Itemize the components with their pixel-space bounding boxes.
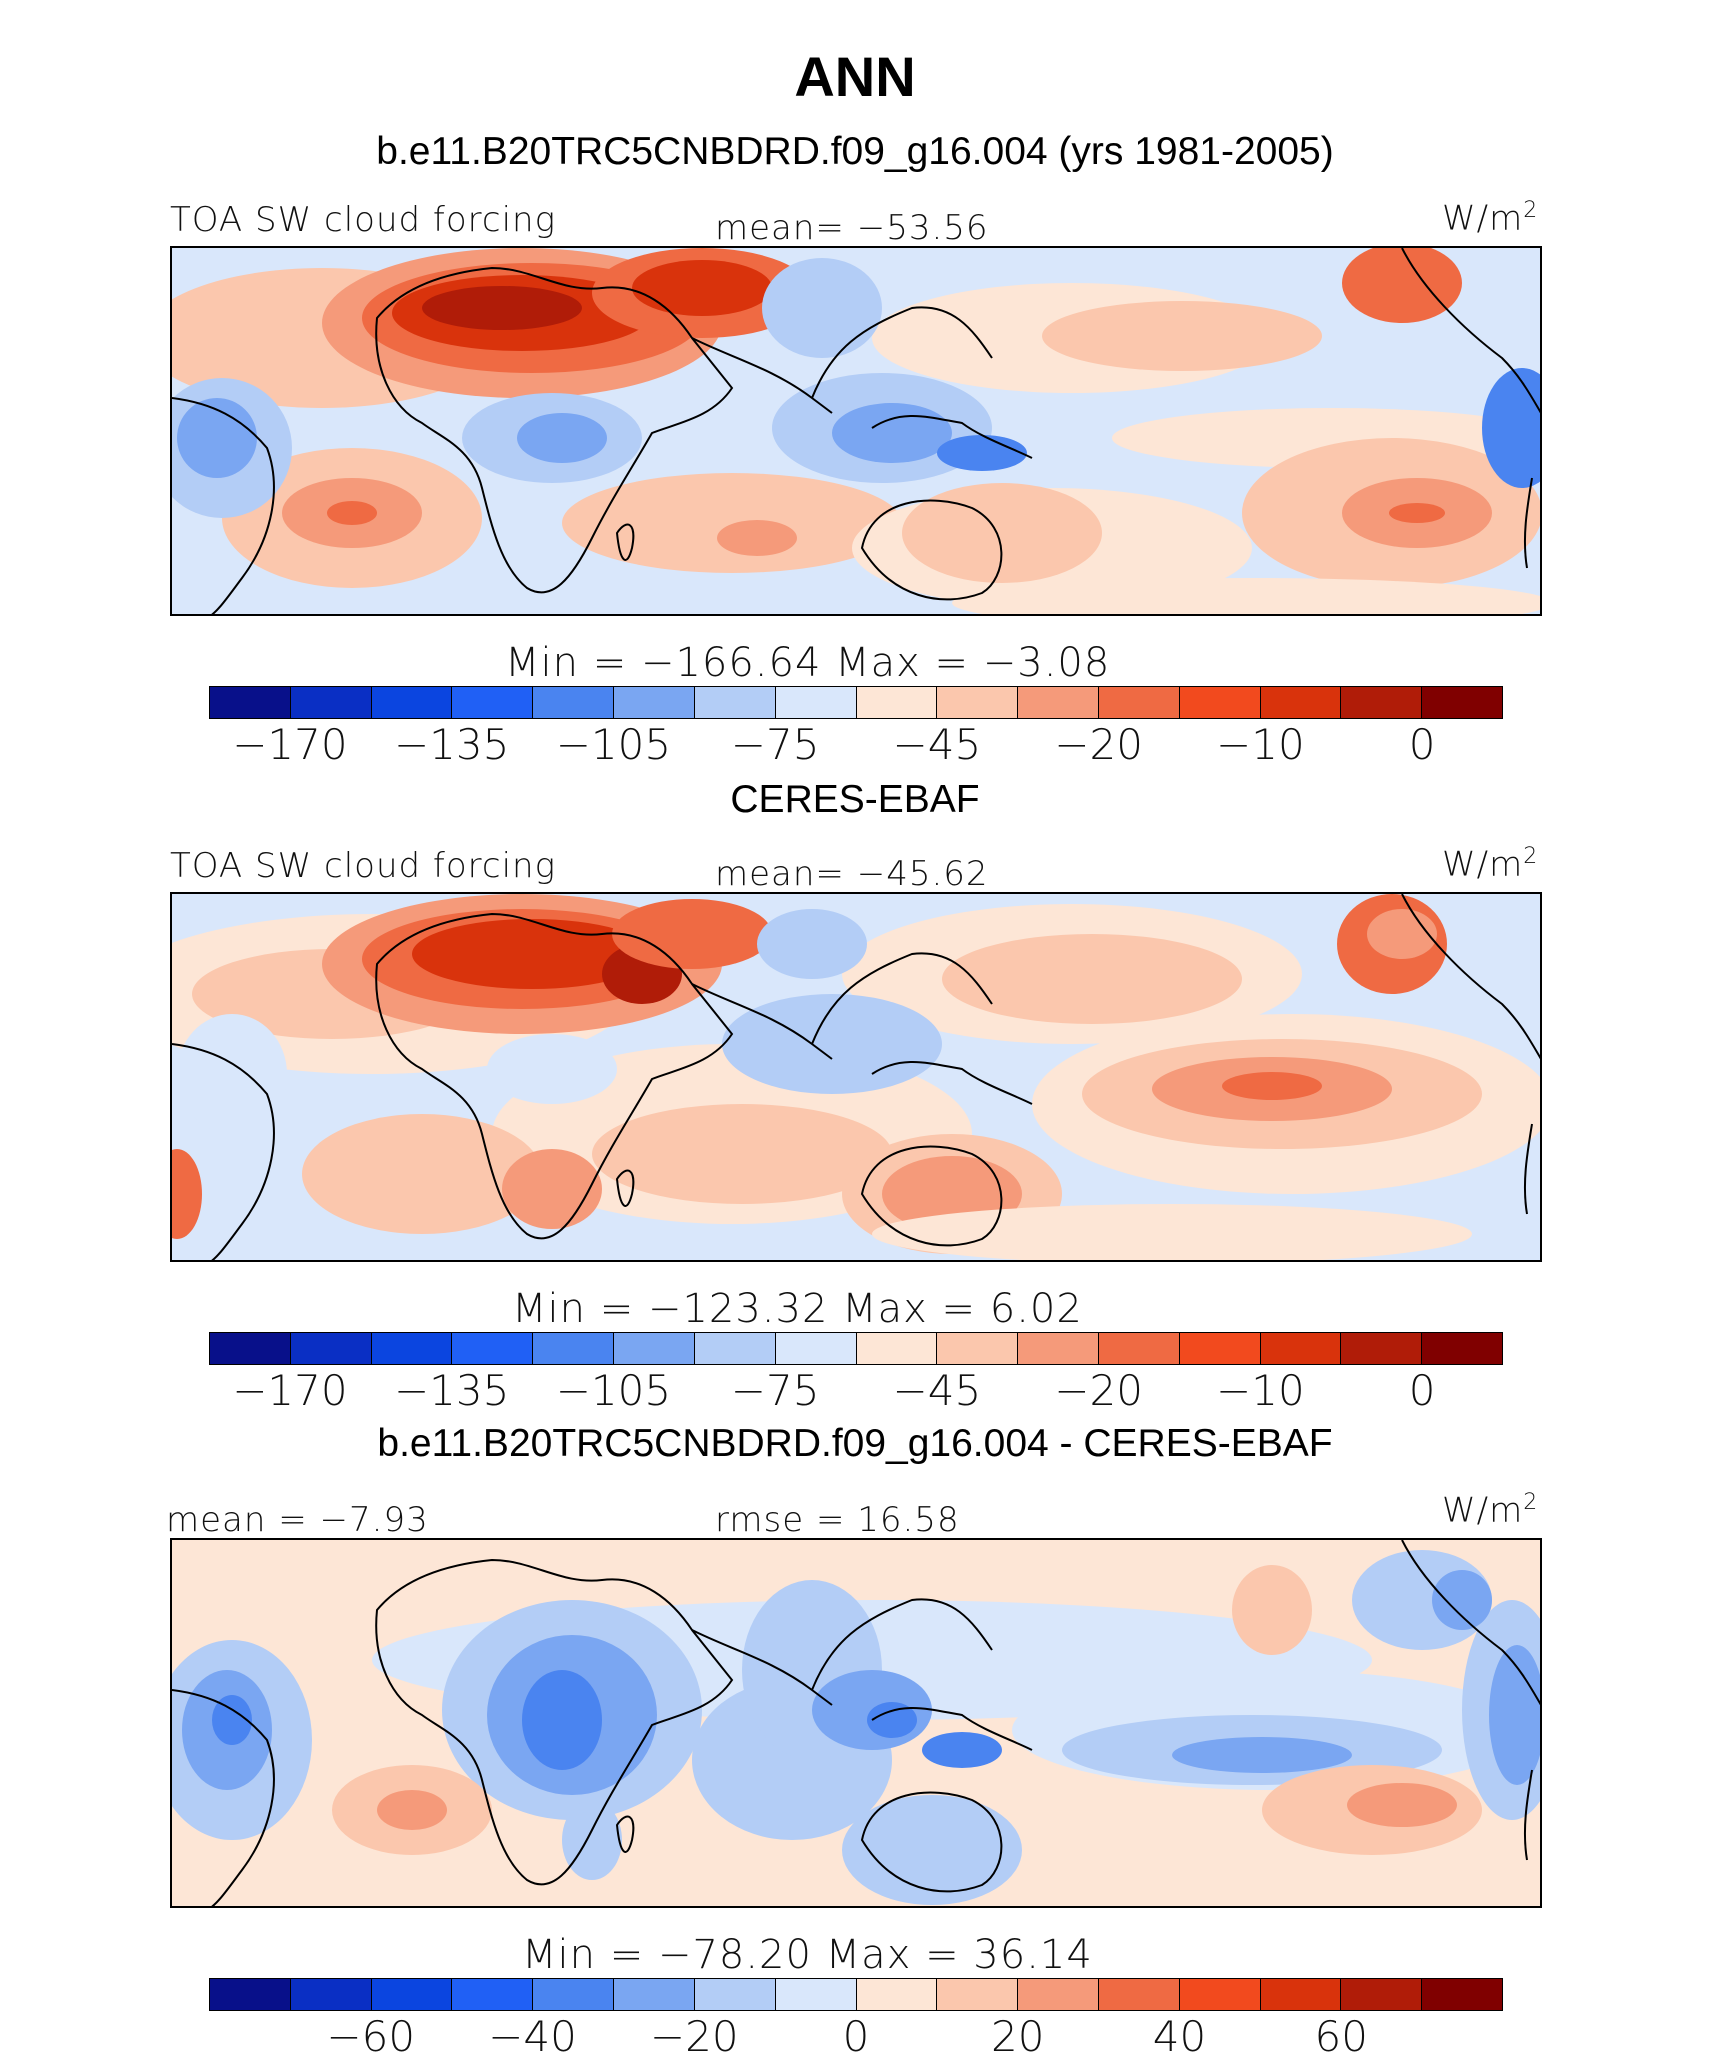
colorbar-swatch (775, 687, 857, 718)
colorbar-swatch (1422, 687, 1502, 718)
panel-1-map (170, 246, 1542, 616)
panel-1-title: b.e11.B20TRC5CNBDRD.f09_g16.004 (yrs 198… (376, 130, 1334, 173)
panel-2-title: CERES-EBAF (730, 778, 980, 821)
colorbar-swatch (533, 1979, 615, 2010)
colorbar-swatch (937, 687, 1019, 718)
colorbar-swatch (290, 1333, 372, 1364)
colorbar-tick-label: 0 (1408, 1366, 1436, 1415)
colorbar-swatch (290, 687, 372, 718)
colorbar-tick-label: −45 (892, 1366, 982, 1415)
panel-3-rmse-label: rmse = 16.58 (715, 1500, 960, 1540)
panel-3-title: b.e11.B20TRC5CNBDRD.f09_g16.004 - CERES-… (377, 1422, 1333, 1465)
colorbar-swatch (775, 1979, 857, 2010)
panel-1-colorbar-ticks: −170 −135 −105 −75 −45 −20 −10 0 (209, 720, 1503, 770)
colorbar-swatch (1341, 1979, 1423, 2010)
colorbar-swatch (371, 1333, 453, 1364)
colorbar-swatch (937, 1979, 1019, 2010)
colorbar-swatch (694, 1333, 776, 1364)
colorbar-tick-label: −105 (555, 1366, 672, 1415)
colorbar-tick-label: −20 (1054, 720, 1143, 769)
colorbar-swatch (1179, 687, 1261, 718)
colorbar-tick-label: −10 (1216, 720, 1305, 769)
colorbar-tick-label: 0 (842, 2012, 870, 2061)
colorbar-tick-label: −170 (232, 1366, 348, 1415)
colorbar-tick-label: 60 (1314, 2012, 1368, 2061)
colorbar-tick-label: 0 (1408, 720, 1436, 769)
colorbar-tick-label: −20 (1054, 1366, 1143, 1415)
colorbar-swatch (290, 1979, 372, 2010)
panel-1-colorbar (209, 686, 1503, 719)
colorbar-tick-label: −75 (730, 1366, 820, 1415)
panel-3-units: W/m2 (1442, 1490, 1539, 1531)
panel-2-mean-label: mean= −45.62 (715, 854, 989, 894)
colorbar-swatch (452, 1333, 534, 1364)
panel-3-map (170, 1538, 1542, 1908)
colorbar-swatch (614, 1333, 695, 1364)
colorbar-swatch (1018, 1979, 1099, 2010)
colorbar-swatch (371, 687, 453, 718)
panel-2-map (170, 892, 1542, 1262)
panel-2-min-max: Min = −123.32 Max = 6.02 (512, 1286, 1083, 1332)
colorbar-swatch (1260, 1333, 1342, 1364)
colorbar-swatch (694, 687, 776, 718)
colorbar-swatch (856, 687, 938, 718)
colorbar-tick-label: −20 (649, 2012, 739, 2061)
panel-1-contour-map-icon (172, 248, 1540, 614)
panel-1-mean-label: mean= −53.56 (715, 208, 989, 248)
colorbar-swatch (1018, 687, 1099, 718)
colorbar-swatch (1179, 1333, 1261, 1364)
colorbar-swatch (856, 1333, 938, 1364)
colorbar-swatch (1260, 1979, 1342, 2010)
panel-3-mean-label: mean = −7.93 (166, 1500, 429, 1540)
colorbar-tick-label: 20 (991, 2012, 1045, 2061)
panel-2-colorbar (209, 1332, 1503, 1365)
colorbar-swatch (775, 1333, 857, 1364)
colorbar-tick-label: −135 (393, 720, 510, 769)
colorbar-tick-label: −10 (1216, 1366, 1305, 1415)
colorbar-swatch (1179, 1979, 1261, 2010)
panel-2-contour-map-icon (172, 894, 1540, 1260)
colorbar-swatch (452, 1979, 534, 2010)
panel-3-colorbar-ticks: −60 −40 −20 0 20 40 60 (209, 2012, 1503, 2062)
colorbar-swatch (210, 687, 291, 718)
colorbar-tick-label: −45 (892, 720, 982, 769)
main-title: ANN (794, 45, 916, 108)
colorbar-swatch (1422, 1979, 1502, 2010)
colorbar-swatch (533, 687, 615, 718)
colorbar-tick-label: 40 (1152, 2012, 1207, 2061)
colorbar-swatch (210, 1333, 291, 1364)
colorbar-swatch (1098, 1333, 1180, 1364)
colorbar-swatch (614, 1979, 695, 2010)
colorbar-tick-label: −170 (232, 720, 348, 769)
colorbar-swatch (694, 1979, 776, 2010)
colorbar-swatch (937, 1333, 1019, 1364)
panel-3-difference-map-icon (172, 1540, 1540, 1906)
panel-2-units: W/m2 (1442, 844, 1539, 885)
panel-1-variable-label: TOA SW cloud forcing (170, 200, 556, 240)
colorbar-swatch (371, 1979, 453, 2010)
panel-3-min-max: Min = −78.20 Max = 36.14 (522, 1932, 1093, 1978)
colorbar-swatch (1341, 687, 1423, 718)
panel-2-variable-label: TOA SW cloud forcing (170, 846, 556, 886)
colorbar-tick-label: −135 (393, 1366, 510, 1415)
panel-2-colorbar-ticks: −170 −135 −105 −75 −45 −20 −10 0 (209, 1366, 1503, 1416)
panel-1-min-max: Min = −166.64 Max = −3.08 (505, 640, 1111, 686)
colorbar-swatch (533, 1333, 615, 1364)
colorbar-swatch (210, 1979, 291, 2010)
colorbar-swatch (452, 687, 534, 718)
panel-3-colorbar (209, 1978, 1503, 2011)
colorbar-swatch (1260, 687, 1342, 718)
colorbar-tick-label: −75 (730, 720, 820, 769)
colorbar-tick-label: −105 (555, 720, 672, 769)
colorbar-tick-label: −60 (326, 2012, 416, 2061)
colorbar-swatch (1098, 687, 1180, 718)
colorbar-swatch (1018, 1333, 1099, 1364)
colorbar-swatch (1341, 1333, 1423, 1364)
colorbar-tick-label: −40 (488, 2012, 577, 2061)
colorbar-swatch (614, 687, 695, 718)
colorbar-swatch (1422, 1333, 1502, 1364)
panel-1-units: W/m2 (1442, 198, 1539, 239)
colorbar-swatch (856, 1979, 938, 2010)
colorbar-swatch (1098, 1979, 1180, 2010)
